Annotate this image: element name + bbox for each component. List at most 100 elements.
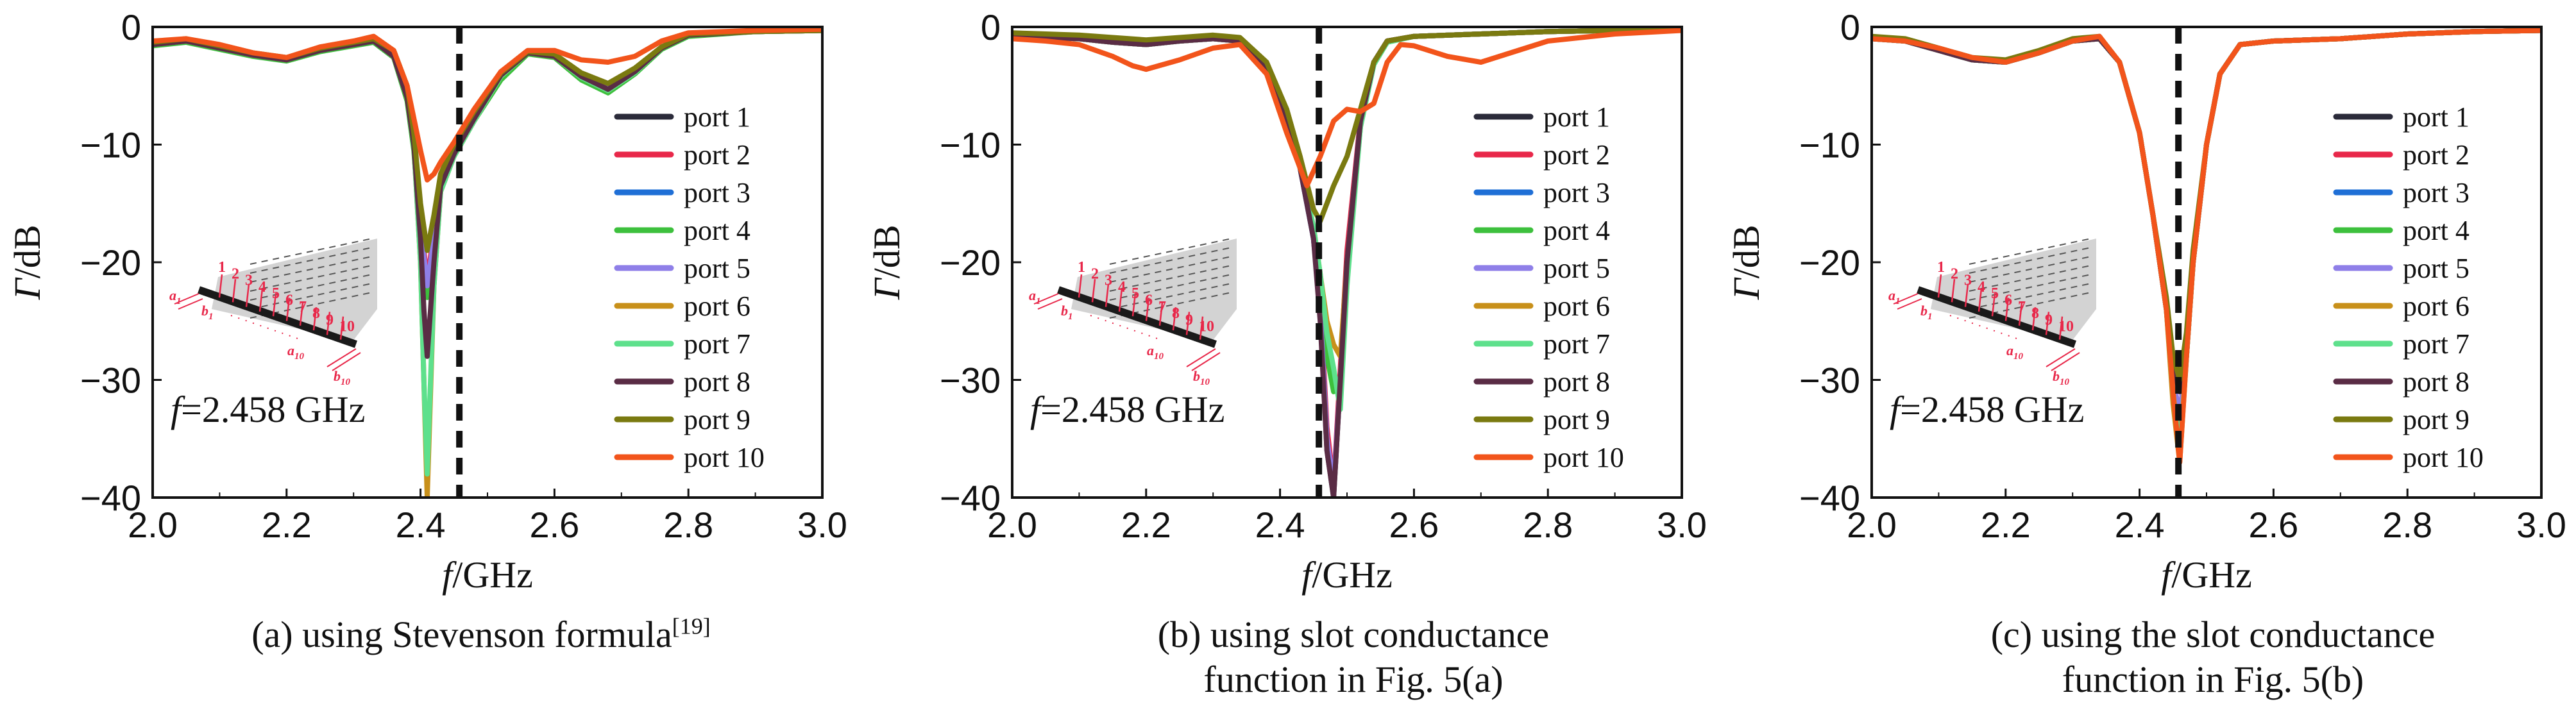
panel-b-inset-number-9: 9: [1185, 312, 1193, 328]
panel-c-inset-port-stub-6: [2004, 298, 2010, 321]
panel-b-inset-feed-right-1: [1186, 348, 1216, 367]
panel-a-legend-label-port-7: port 7: [684, 328, 750, 360]
panel-c-legend-label-port-6: port 6: [2403, 290, 2470, 322]
panel-b-x-axis-label: f/GHz: [1301, 554, 1393, 596]
panel-b-inset-port-stub-1: [1078, 274, 1083, 298]
panel-c-legend-label-port-7: port 7: [2403, 328, 2470, 360]
panel-b-inset-slot-7: [1109, 292, 1232, 319]
panel-c-inset-number-4: 4: [1978, 279, 1985, 296]
panel-b-inset-number-1: 1: [1078, 259, 1085, 276]
panel-c-inset-feed-left-1: [1893, 293, 1919, 305]
panel-a-x-tick-label-4: 2.6: [529, 505, 579, 545]
panel-b-inset-label-b10: b10: [1193, 368, 1210, 387]
panel-c-inset-number-2: 2: [1951, 265, 1958, 282]
caption-c-line-1: (c) using the slot conductance: [1990, 614, 2436, 655]
panel-c-y-tick-label-3: −20: [1799, 242, 1860, 283]
panel-c-inset-feed-bar: [1917, 286, 2076, 348]
caption-a-line-1: (a) using Stevenson formula[19]: [251, 613, 711, 655]
panel-c-frequency-annotation: f=2.458 GHz: [1890, 389, 2084, 430]
panel-b-inset-number-6: 6: [1145, 292, 1153, 309]
caption-c-line-2: function in Fig. 5(b): [2062, 658, 2364, 700]
panel-c-inset-slot-2: [1969, 247, 2092, 274]
panel-c-inset-slot-5: [1969, 274, 2092, 301]
panel-a-x-tick-label-3: 2.4: [396, 505, 446, 545]
panel-a-legend: port 1 port 2 port 3 port 4 port 5 port 6 port…: [614, 101, 765, 473]
panel-c-y-tick-label-2: −10: [1799, 125, 1860, 165]
caption-a-ref: [19]: [672, 613, 711, 639]
panel-b-y-tick-label-3: −20: [940, 242, 1001, 283]
panel-b-y-tick-label-2: −10: [940, 125, 1001, 165]
panel-a-inset-plate: [212, 239, 377, 341]
panel-c-inset-feed-left-2: [1897, 298, 1922, 310]
panel-a-y-tick-label-4: −30: [80, 360, 141, 401]
panel-a-inset-label-b10-sub: 10: [341, 377, 351, 387]
panel-c-inset-label-a10: a10: [2006, 342, 2024, 362]
panel-c-legend-label-port-9: port 9: [2403, 404, 2470, 435]
panel-a-inset-number-3: 3: [245, 273, 253, 289]
panel-a-x-tick-label-6: 3.0: [797, 505, 847, 545]
panel-c-legend-label-port-5: port 5: [2403, 253, 2470, 284]
panel-b-inset-slot-3: [1109, 256, 1232, 283]
panel-b-inset-label-a10: a10: [1147, 342, 1164, 362]
panel-c-inset-number-6: 6: [2004, 292, 2012, 309]
panel-c-x-tick-label-6: 3.0: [2516, 505, 2566, 545]
panel-a-inset-feed-left-2: [178, 298, 203, 310]
panel-a-inset-label-b10: b10: [334, 368, 351, 387]
panel-b-inset-plate: [1071, 239, 1237, 341]
panel-a-legend-label-port-1: port 1: [684, 101, 750, 133]
panel-a-inset-label-a10-sub: 10: [294, 351, 305, 362]
panel-a-legend-label-port-2: port 2: [684, 139, 750, 171]
caption-a: (a) using Stevenson formula[19]: [128, 612, 834, 657]
panel-b-legend-label-port-8: port 8: [1543, 366, 1610, 398]
panel-b-inset-port-stub-2: [1091, 279, 1096, 303]
panel-b-legend-label-port-3: port 3: [1543, 177, 1610, 208]
panel-b-inset-port-stub-3: [1105, 283, 1110, 307]
panel-a-frequency-annotation-value: =2.458 GHz: [181, 389, 365, 430]
panel-b-y-tick-label-4: −30: [940, 360, 1001, 401]
panel-c-inset-port-stub-3: [1964, 283, 1969, 307]
caption-b: (b) using slot conductance function in F…: [1001, 612, 1706, 702]
panel-c-inset-port-stub-4: [1978, 288, 1983, 312]
panel-c-inset-number-5: 5: [1991, 285, 1999, 302]
panel-c-x-axis-label-unit: /GHz: [2171, 554, 2252, 596]
panel-c-inset-port-stub-10: [2058, 316, 2063, 340]
panel-b-x-tick-label-6: 3.0: [1657, 505, 1707, 545]
panel-c-legend-label-port-4: port 4: [2403, 215, 2470, 246]
panel-c-inset-number-9: 9: [2045, 312, 2053, 328]
panel-a-inset-slot-3: [250, 256, 373, 283]
caption-c: (c) using the slot conductance function …: [1860, 612, 2566, 702]
panel-b-inset-port-stub-5: [1131, 293, 1137, 317]
panel-c-inset-slot-3: [1969, 256, 2092, 283]
panel-a-x-tick-label-5: 2.8: [663, 505, 713, 545]
panel-b-legend-label-port-9: port 9: [1543, 404, 1610, 435]
panel-c-legend: port 1 port 2 port 3 port 4 port 5 port 6 port…: [2333, 101, 2484, 473]
panel-b-inset-feed-left-1: [1033, 293, 1059, 305]
panel-b-inset-port-stub-10: [1199, 316, 1204, 340]
panel-b-inset-label-a10-sub: 10: [1154, 351, 1164, 362]
panel-a-inset-port-stub-1: [218, 274, 223, 298]
panel-c-inset-port-stub-9: [2045, 312, 2050, 335]
panel-b-inset-slot-2: [1109, 247, 1232, 274]
panel-a-inset-feed-bar: [198, 286, 357, 348]
panel-c-x-tick-label-2: 2.2: [1981, 505, 2031, 545]
panel-a-inset-number-8: 8: [312, 305, 320, 322]
panel-c-y-axis-label: Γ/dB: [1725, 225, 1767, 301]
panel-c-series-group: [1872, 28, 2541, 465]
panel-a-inset-feed-right-2: [332, 352, 361, 371]
panel-c-y-tick-label-1: 0: [1840, 7, 1860, 47]
panel-a-inset-number-6: 6: [285, 292, 293, 309]
panel-a-legend-label-port-10: port 10: [684, 442, 765, 473]
panel-a-inset-number-4: 4: [258, 279, 266, 296]
panel-c-inset-number-7: 7: [2018, 299, 2026, 315]
panel-c-inset-slot-7: [1969, 292, 2092, 319]
panel-a-inset-slot-2: [250, 247, 373, 274]
panel-a-inset-port-stub-9: [326, 312, 331, 335]
panel-c-inset-label-b10: b10: [2053, 368, 2070, 387]
panel-c-y-tick-label-5: −40: [1799, 478, 1860, 518]
panel-a-legend-label-port-9: port 9: [684, 404, 750, 435]
panel-b-inset-label-b10-sub: 10: [1200, 377, 1210, 387]
